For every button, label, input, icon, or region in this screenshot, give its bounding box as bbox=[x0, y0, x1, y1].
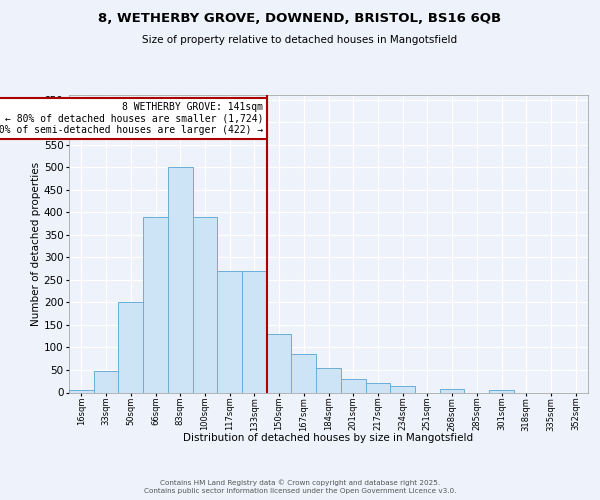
Bar bbox=[341, 379, 365, 392]
Bar bbox=[168, 167, 193, 392]
Bar bbox=[316, 368, 341, 392]
Bar bbox=[118, 302, 143, 392]
Bar bbox=[242, 271, 267, 392]
Bar bbox=[440, 390, 464, 392]
Bar bbox=[267, 334, 292, 392]
Text: Contains HM Land Registry data © Crown copyright and database right 2025.
Contai: Contains HM Land Registry data © Crown c… bbox=[144, 480, 456, 494]
Bar bbox=[69, 390, 94, 392]
Text: 8 WETHERBY GROVE: 141sqm
← 80% of detached houses are smaller (1,724)
20% of sem: 8 WETHERBY GROVE: 141sqm ← 80% of detach… bbox=[0, 102, 263, 135]
Text: 8, WETHERBY GROVE, DOWNEND, BRISTOL, BS16 6QB: 8, WETHERBY GROVE, DOWNEND, BRISTOL, BS1… bbox=[98, 12, 502, 26]
Bar bbox=[489, 390, 514, 392]
Bar bbox=[365, 384, 390, 392]
Bar bbox=[217, 271, 242, 392]
Text: Size of property relative to detached houses in Mangotsfield: Size of property relative to detached ho… bbox=[142, 35, 458, 45]
Bar bbox=[143, 216, 168, 392]
X-axis label: Distribution of detached houses by size in Mangotsfield: Distribution of detached houses by size … bbox=[184, 434, 473, 444]
Y-axis label: Number of detached properties: Number of detached properties bbox=[31, 162, 41, 326]
Bar bbox=[193, 216, 217, 392]
Bar bbox=[390, 386, 415, 392]
Bar bbox=[292, 354, 316, 393]
Bar bbox=[94, 372, 118, 392]
